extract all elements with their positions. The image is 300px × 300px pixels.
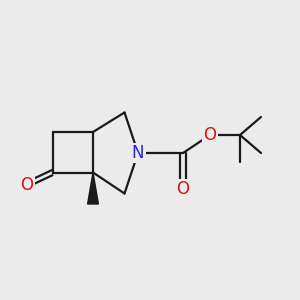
Text: N: N (132, 144, 144, 162)
Polygon shape (88, 172, 98, 204)
Text: O: O (176, 180, 190, 198)
Text: O: O (20, 176, 34, 194)
Text: O: O (203, 126, 217, 144)
